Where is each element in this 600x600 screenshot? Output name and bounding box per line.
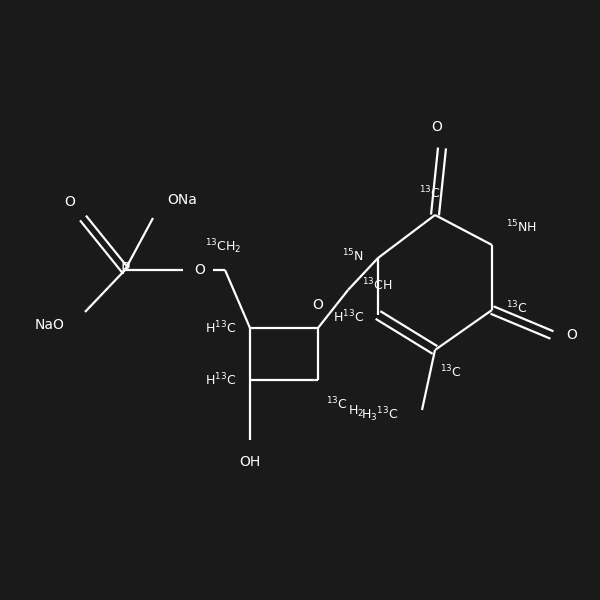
Text: O: O [194, 263, 205, 277]
Text: OH: OH [239, 455, 260, 469]
Text: $^{13}$C: $^{13}$C [440, 364, 462, 380]
Text: H$_3$$^{13}$C: H$_3$$^{13}$C [361, 406, 398, 424]
Text: O: O [65, 195, 76, 209]
Text: $^{13}$CH: $^{13}$CH [362, 277, 392, 293]
Text: ONa: ONa [167, 193, 197, 207]
Text: O: O [313, 298, 323, 312]
Text: NaO: NaO [35, 318, 65, 332]
Text: H$^{13}$C: H$^{13}$C [205, 320, 236, 336]
Text: O: O [431, 120, 442, 134]
Text: P: P [121, 263, 130, 277]
Text: $^{13}$C: $^{13}$C [419, 184, 441, 201]
Text: H$^{13}$C: H$^{13}$C [333, 308, 364, 325]
Text: $^{15}$N: $^{15}$N [342, 248, 364, 264]
Text: $^{13}$C: $^{13}$C [326, 396, 348, 413]
Text: H$^{13}$C: H$^{13}$C [205, 371, 236, 388]
Text: $^{13}$CH$_2$: $^{13}$CH$_2$ [205, 237, 241, 256]
Text: H$_2$: H$_2$ [348, 404, 364, 419]
Text: $^{15}$NH: $^{15}$NH [506, 218, 536, 235]
Text: O: O [566, 328, 577, 342]
Text: $^{13}$C: $^{13}$C [506, 299, 528, 316]
